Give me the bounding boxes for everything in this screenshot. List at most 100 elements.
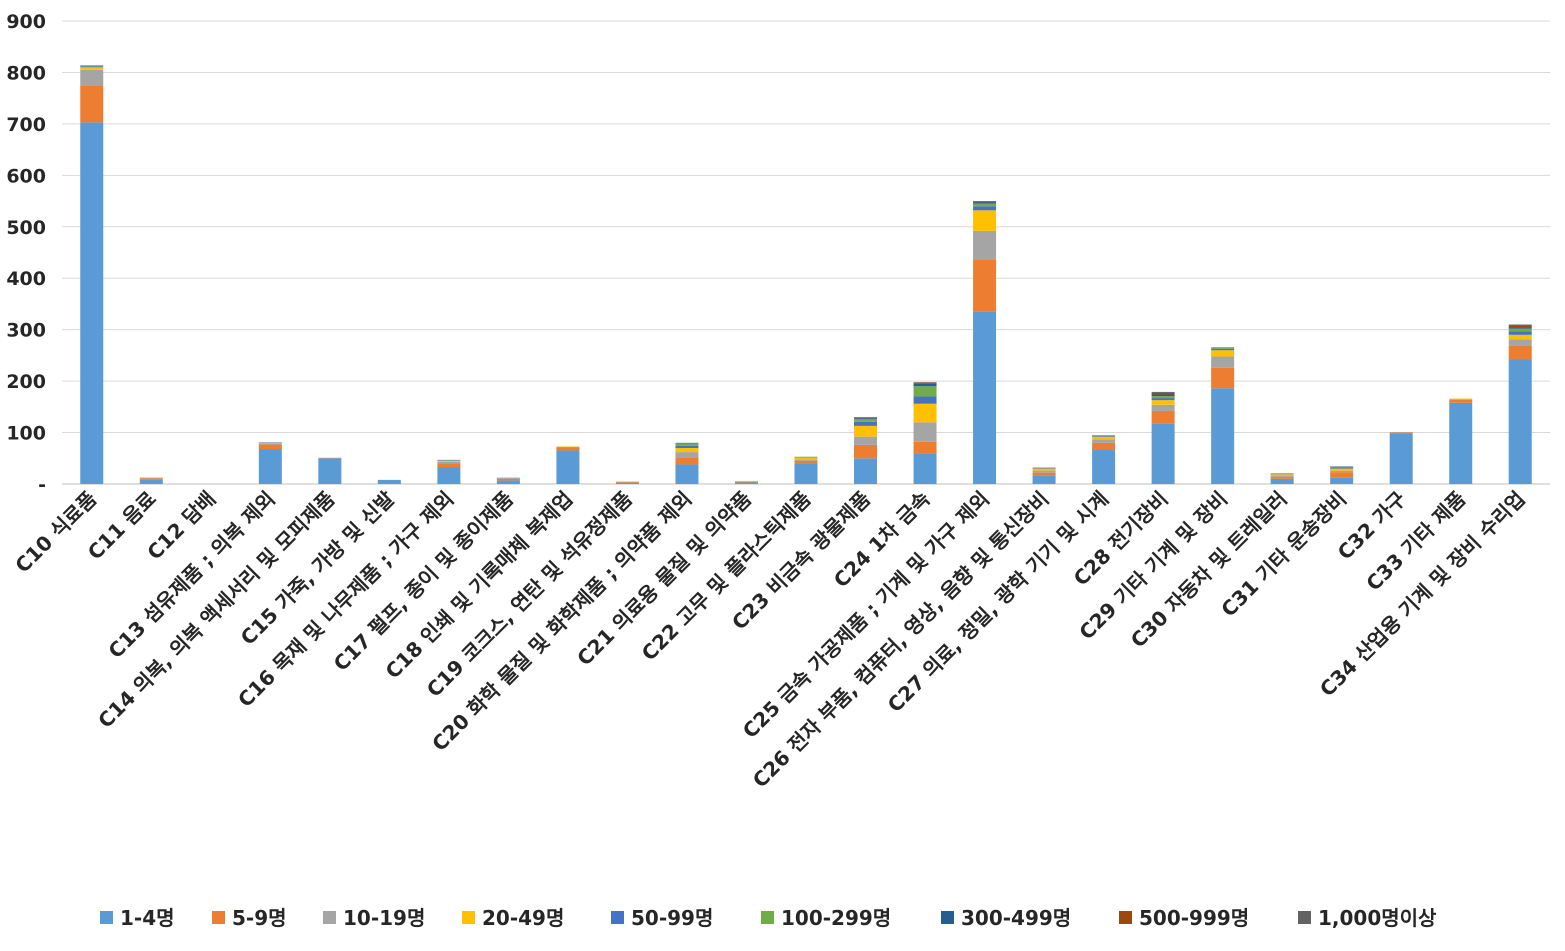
bar-segment <box>913 403 937 423</box>
bar-segment <box>1092 435 1116 437</box>
bar-segment <box>1151 396 1175 399</box>
bar-segment <box>556 447 580 451</box>
bar-segment <box>1508 359 1532 484</box>
bar-segment <box>1151 394 1175 397</box>
bar-segment <box>139 477 163 479</box>
bar-segment <box>734 482 758 484</box>
bar-segment <box>437 467 461 484</box>
bar-segment <box>496 478 520 481</box>
gridlines <box>62 20 1550 485</box>
bar-segment <box>1032 468 1056 469</box>
bar-segment <box>1389 433 1413 484</box>
bar-segment <box>318 458 342 484</box>
bar-segment <box>437 461 461 464</box>
bar-segment <box>556 446 580 448</box>
bar-segment <box>734 481 758 483</box>
bar-segment <box>1092 436 1116 440</box>
bar-segment <box>1211 350 1235 357</box>
bar-segment <box>1032 468 1056 471</box>
y-tick-label: 300 <box>6 320 46 342</box>
bar-segment <box>1330 470 1354 473</box>
y-tick-label: 900 <box>6 11 46 33</box>
bar-segment <box>1330 468 1354 471</box>
legend-label: 50-99명 <box>631 906 713 930</box>
bar-segment <box>973 202 997 204</box>
bar-segment <box>854 417 878 418</box>
bar-segment <box>1508 345 1532 360</box>
bar-segment <box>1032 472 1056 476</box>
legend-label: 100-299명 <box>781 906 891 930</box>
bar-segment <box>973 201 997 202</box>
bar-segment <box>854 436 878 445</box>
bar-segment <box>1151 400 1175 405</box>
bar-segment <box>139 478 163 480</box>
bar-segment <box>913 453 937 484</box>
x-category-label: C10 식료품 <box>10 487 101 578</box>
bar-segment <box>1508 334 1532 340</box>
bar-segment <box>675 457 699 465</box>
bar-segment <box>794 457 818 458</box>
bar-segment <box>675 445 699 448</box>
bar-segment <box>973 230 997 260</box>
bar-segment <box>1211 348 1235 351</box>
bar-segment <box>1449 398 1473 400</box>
legend-label: 10-19명 <box>343 906 425 930</box>
bar-segment <box>854 425 878 437</box>
legend-label: 1,000명이상 <box>1318 906 1437 930</box>
legend-swatch <box>462 911 475 924</box>
bar-segment <box>1151 398 1175 401</box>
bar-segment <box>854 419 878 422</box>
bar-segment <box>1092 449 1116 484</box>
bar-segment <box>496 480 520 484</box>
y-tick-label: 800 <box>6 62 46 84</box>
bar-segment <box>437 460 461 462</box>
bar-segment <box>1092 439 1116 443</box>
legend-label: 20-49명 <box>482 906 564 930</box>
bar-segment <box>675 447 699 453</box>
y-tick-label: 100 <box>6 423 46 445</box>
bar-segment <box>794 459 818 461</box>
bar-segment <box>794 456 818 458</box>
y-tick-label: 600 <box>6 165 46 187</box>
bar-segment <box>80 66 104 68</box>
bar-segment <box>675 442 699 444</box>
bar-segment <box>734 481 758 482</box>
bar-segment <box>675 452 699 458</box>
bar-segment <box>1330 466 1354 468</box>
bar-segment <box>615 481 639 482</box>
y-axis-tick-labels: - 100 200 300 400 500 600 700 800 900 <box>6 11 46 496</box>
y-tick-label: 400 <box>6 268 46 290</box>
bar-segment <box>1270 473 1294 474</box>
bar-segment <box>437 463 461 468</box>
bar-segment <box>675 464 699 484</box>
bar-segment <box>139 479 163 484</box>
bar-segment <box>1092 442 1116 450</box>
bar-segment <box>1151 410 1175 424</box>
bar-segment <box>973 201 997 203</box>
bar-segment <box>973 311 997 484</box>
legend-swatch <box>761 911 774 924</box>
bar-segment <box>854 421 878 426</box>
bar-segment <box>913 382 937 384</box>
bar-segment <box>1270 478 1294 484</box>
bar-segment <box>496 477 520 479</box>
bar-segment <box>913 422 937 442</box>
bar-segment <box>794 460 818 464</box>
bar-segment <box>854 444 878 459</box>
bar-segment <box>556 446 580 447</box>
legend-swatch <box>1298 911 1311 924</box>
bar-segment <box>1092 435 1116 436</box>
bar-segment <box>1032 475 1056 484</box>
bar-segment <box>854 417 878 419</box>
bar-segment <box>1330 477 1354 484</box>
bar-segment <box>80 65 104 67</box>
bar-segment <box>258 443 282 445</box>
bar-segment <box>139 477 163 478</box>
bar-segment <box>913 386 937 397</box>
bar-segment <box>973 206 997 211</box>
bar-segment <box>1389 432 1413 433</box>
bar-segment <box>615 482 639 483</box>
legend-swatch <box>941 911 954 924</box>
bar-segment <box>913 441 937 454</box>
bar-segment <box>615 482 639 484</box>
